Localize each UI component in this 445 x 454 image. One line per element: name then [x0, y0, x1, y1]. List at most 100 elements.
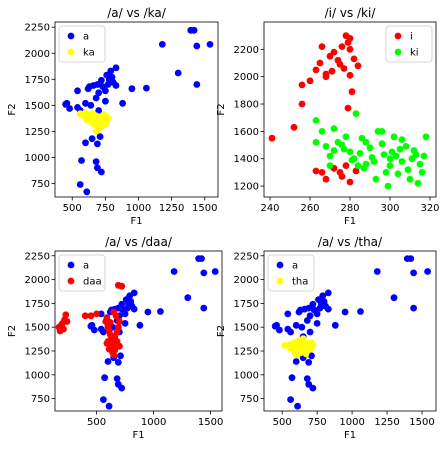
data-point [130, 305, 138, 313]
legend: a ka [58, 25, 106, 63]
data-point [348, 156, 356, 164]
y-axis-label: F2 [7, 103, 18, 115]
y-tick-label: 750 [240, 394, 259, 405]
data-point [121, 310, 129, 318]
data-point [344, 39, 352, 46]
data-point [287, 396, 294, 403]
data-point [118, 384, 126, 392]
y-tick-label: 1250 [234, 347, 259, 358]
plot-frame [54, 21, 219, 198]
data-point [394, 170, 402, 178]
data-point [193, 81, 201, 88]
y-axis-label: F2 [216, 325, 227, 337]
x-axis-label: F1 [132, 430, 144, 441]
chart-title: /a/ vs /tha/ [318, 235, 383, 249]
data-point [312, 117, 320, 124]
data-point [63, 99, 71, 107]
data-point [292, 321, 300, 329]
series-ka [76, 109, 112, 135]
data-point [404, 166, 412, 174]
data-point [348, 88, 356, 96]
x-tick-label: 1500 [192, 203, 217, 214]
data-point [174, 69, 182, 77]
data-point [424, 268, 431, 275]
data-point [106, 319, 114, 326]
data-point [184, 294, 192, 302]
plot-frame [54, 250, 223, 412]
data-point [104, 358, 112, 365]
data-point [83, 188, 91, 196]
data-point [357, 308, 364, 315]
series-daa [55, 281, 126, 359]
data-point [346, 178, 354, 186]
data-point [362, 138, 370, 146]
data-point [287, 344, 294, 352]
data-point [398, 136, 406, 144]
data-point [341, 308, 349, 316]
data-point [114, 359, 122, 366]
data-point [84, 85, 92, 93]
chart-panel-4: /a/ vs /tha/500 750 1000 1250 1500 750 1000 125… [216, 235, 437, 441]
data-point [360, 164, 368, 172]
x-axis-label: F1 [344, 216, 356, 227]
data-point [143, 84, 150, 92]
x-tick-label: 1500 [198, 417, 223, 428]
data-point [356, 149, 364, 157]
data-point [200, 304, 208, 312]
legend-marker [67, 32, 75, 40]
data-point [76, 181, 84, 188]
legend-label: tha [292, 277, 308, 288]
x-tick-label: 1000 [339, 417, 364, 428]
x-tick-label: 320 [420, 203, 439, 214]
data-point [101, 374, 108, 382]
data-point [281, 341, 289, 349]
data-point [94, 140, 101, 148]
data-point [110, 308, 118, 316]
data-point [288, 374, 296, 382]
data-point [298, 323, 306, 331]
data-point [380, 151, 388, 159]
data-point [287, 328, 294, 336]
data-point [294, 402, 301, 410]
data-point [299, 335, 307, 342]
x-axis-label: F1 [344, 430, 356, 441]
legend-marker [67, 261, 75, 269]
data-point [338, 173, 346, 180]
data-point [368, 154, 376, 161]
data-point [121, 320, 129, 327]
data-point [366, 144, 374, 152]
x-tick-label: 1000 [126, 203, 151, 214]
data-point [88, 321, 96, 329]
chart-title: /i/ vs /ki/ [325, 6, 377, 20]
data-point [336, 61, 344, 68]
legend-label: daa [83, 277, 102, 288]
data-point [318, 127, 326, 135]
x-tick-label: 1000 [141, 417, 166, 428]
data-point [92, 116, 100, 124]
x-tick-label: 500 [87, 417, 106, 428]
data-point [318, 43, 326, 50]
data-point [117, 352, 124, 360]
data-point [95, 107, 103, 114]
data-point [312, 66, 320, 74]
data-point [378, 127, 386, 135]
data-point [386, 155, 394, 163]
data-point [412, 151, 420, 159]
x-tick-label: 280 [340, 203, 359, 214]
data-point [324, 289, 332, 297]
data-point [346, 148, 354, 156]
data-point [322, 143, 330, 150]
data-point [102, 87, 109, 95]
data-point [112, 82, 120, 89]
y-tick-label: 750 [31, 394, 50, 405]
x-tick-label: 750 [96, 203, 115, 214]
data-point [105, 345, 113, 353]
data-point [92, 127, 100, 135]
data-point [354, 162, 362, 170]
data-point [63, 318, 71, 325]
legend-label: i [410, 32, 413, 43]
data-point [305, 359, 313, 366]
chart-panel-2: /i/ vs /ki/240 260 280 300 320 1200 1400 1600 18… [216, 6, 440, 227]
data-point [396, 145, 404, 153]
chart-title: /a/ vs /daa/ [105, 235, 173, 249]
